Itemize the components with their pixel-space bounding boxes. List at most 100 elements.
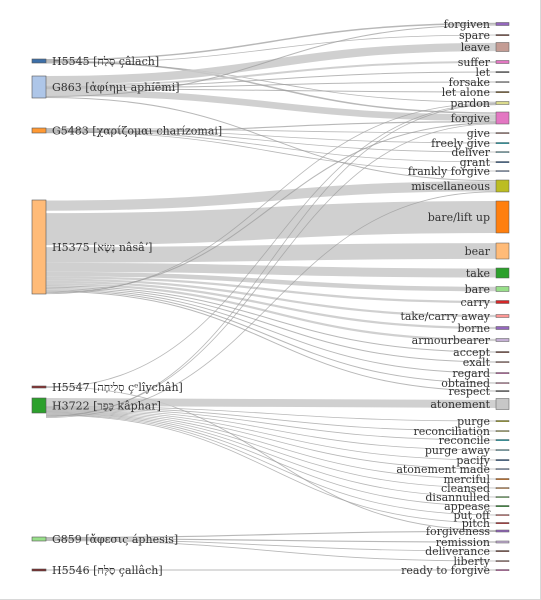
target-node-carry[interactable] [495,300,510,304]
target-node-let-alone[interactable] [495,91,510,93]
source-label-H5547: H5547 [סְלִיחָה çᵉlîychâh] [52,381,183,394]
source-label-H3722: H3722 [כָּפַר kâphar] [52,400,161,413]
target-node-reconcile[interactable] [495,439,510,441]
source-node-H5546[interactable] [31,568,47,572]
source-node-H3722[interactable] [31,397,47,414]
target-label-reconciliation: reconciliation [413,425,490,438]
target-node-cleansed[interactable] [495,487,510,489]
target-node-borne[interactable] [495,326,510,330]
target-label-grant: grant [460,156,491,169]
link-H5375-carry [45,276,497,304]
source-node-H5375[interactable] [31,199,47,295]
target-label-merciful: merciful [443,473,490,486]
target-node-reconciliation[interactable] [495,430,510,432]
target-label-armourbearer: armourbearer [412,334,491,347]
link-G5483-frankly-forgive [45,131,497,172]
target-node-regard[interactable] [495,372,510,374]
target-label-give: give [467,127,490,140]
target-label-appease: appease [444,500,490,513]
source-node-H5547[interactable] [31,385,47,389]
link-G859-remission [45,538,497,543]
target-node-let[interactable] [495,71,510,73]
target-node-respect[interactable] [495,390,510,392]
target-node-exalt[interactable] [495,361,510,363]
target-node-freely-give[interactable] [495,142,510,144]
target-label-miscellaneous: miscellaneous [411,180,490,193]
target-node-purge-away[interactable] [495,449,510,451]
target-node-accept[interactable] [495,351,510,353]
target-node-liberty[interactable] [495,560,510,562]
link-H3722-cleansed [45,411,497,489]
target-node-grant[interactable] [495,161,510,163]
link-H5375-armourbearer [45,283,497,342]
target-node-deliver[interactable] [495,151,510,153]
link-H5545-forgiven [45,22,497,61]
link-G863-leave [45,42,497,85]
target-node-put-off[interactable] [495,514,510,516]
target-label-forgiveness: forgiveness [426,525,490,538]
link-H3722-miscellaneous [45,191,497,418]
link-H3722-pardon [45,104,497,418]
target-node-pacify[interactable] [495,459,510,461]
source-node-G5483[interactable] [31,127,47,134]
target-node-take-carry-away[interactable] [495,314,510,318]
target-node-miscellaneous[interactable] [495,179,510,193]
target-node-bare-lift-up[interactable] [495,200,510,234]
target-node-deliverance[interactable] [495,550,510,552]
target-label-cleansed: cleansed [441,482,490,495]
target-node-suffer[interactable] [495,60,510,64]
target-label-reconcile: reconcile [439,434,490,447]
source-node-G863[interactable] [31,75,47,99]
target-label-liberty: liberty [454,555,491,568]
source-node-G859[interactable] [31,536,47,542]
target-node-frankly-forgive[interactable] [495,170,510,172]
target-node-leave[interactable] [495,42,510,52]
source-label-H5375: H5375 [נָשָׂא nâsâʼ] [52,241,152,254]
source-node-H5545[interactable] [31,58,47,64]
target-label-atonement: atonement [430,398,490,411]
target-node-atonement-made[interactable] [495,468,510,470]
target-label-take-carry-away: take/carry away [400,310,490,323]
target-node-merciful[interactable] [495,478,510,480]
link-H3722-reconcile [45,407,497,441]
target-label-pardon: pardon [450,97,490,110]
link-H5375-regard [45,288,497,374]
target-label-purge: purge [457,415,490,428]
links-layer [45,22,497,571]
target-node-spare[interactable] [495,34,510,36]
target-node-forgive[interactable] [495,111,510,125]
nodes-layer: H5545 [סָלַח çâlach] G863 [ἀφίημι aphíēmi… [31,18,510,577]
link-H3722-atonement [45,397,497,408]
target-node-give[interactable] [495,132,510,134]
target-node-remission[interactable] [495,540,510,544]
target-label-regard: regard [452,367,490,380]
target-node-bare[interactable] [495,286,510,292]
target-node-disannulled[interactable] [495,496,510,498]
target-node-armourbearer[interactable] [495,338,510,342]
source-label-G859: G859 [ἄφεσις áphesis] [52,533,178,546]
target-node-pardon[interactable] [495,101,510,105]
link-G863-suffer [45,61,497,87]
link-H5545-forgive [45,60,497,114]
target-node-take[interactable] [495,267,510,279]
link-H5375-bare [45,271,497,292]
link-H5547-pardon [45,103,497,388]
target-node-ready-to-forgive[interactable] [495,569,510,571]
target-node-purge[interactable] [495,420,510,422]
link-G863-miscellaneous [45,97,497,182]
link-G859-deliverance [45,539,497,552]
target-node-obtained[interactable] [495,382,510,384]
target-node-forgiveness[interactable] [495,529,510,533]
link-H5375-pardon [45,102,497,295]
target-node-appease[interactable] [495,505,510,507]
target-node-bear[interactable] [495,242,510,260]
target-node-pitch[interactable] [495,522,510,524]
link-G5483-deliver [45,129,497,153]
link-H3722-reconciliation [45,406,497,432]
target-node-forsake[interactable] [495,81,510,83]
link-H3722-purge [45,405,497,422]
target-node-atonement[interactable] [495,398,510,410]
target-node-forgiven[interactable] [495,22,510,26]
